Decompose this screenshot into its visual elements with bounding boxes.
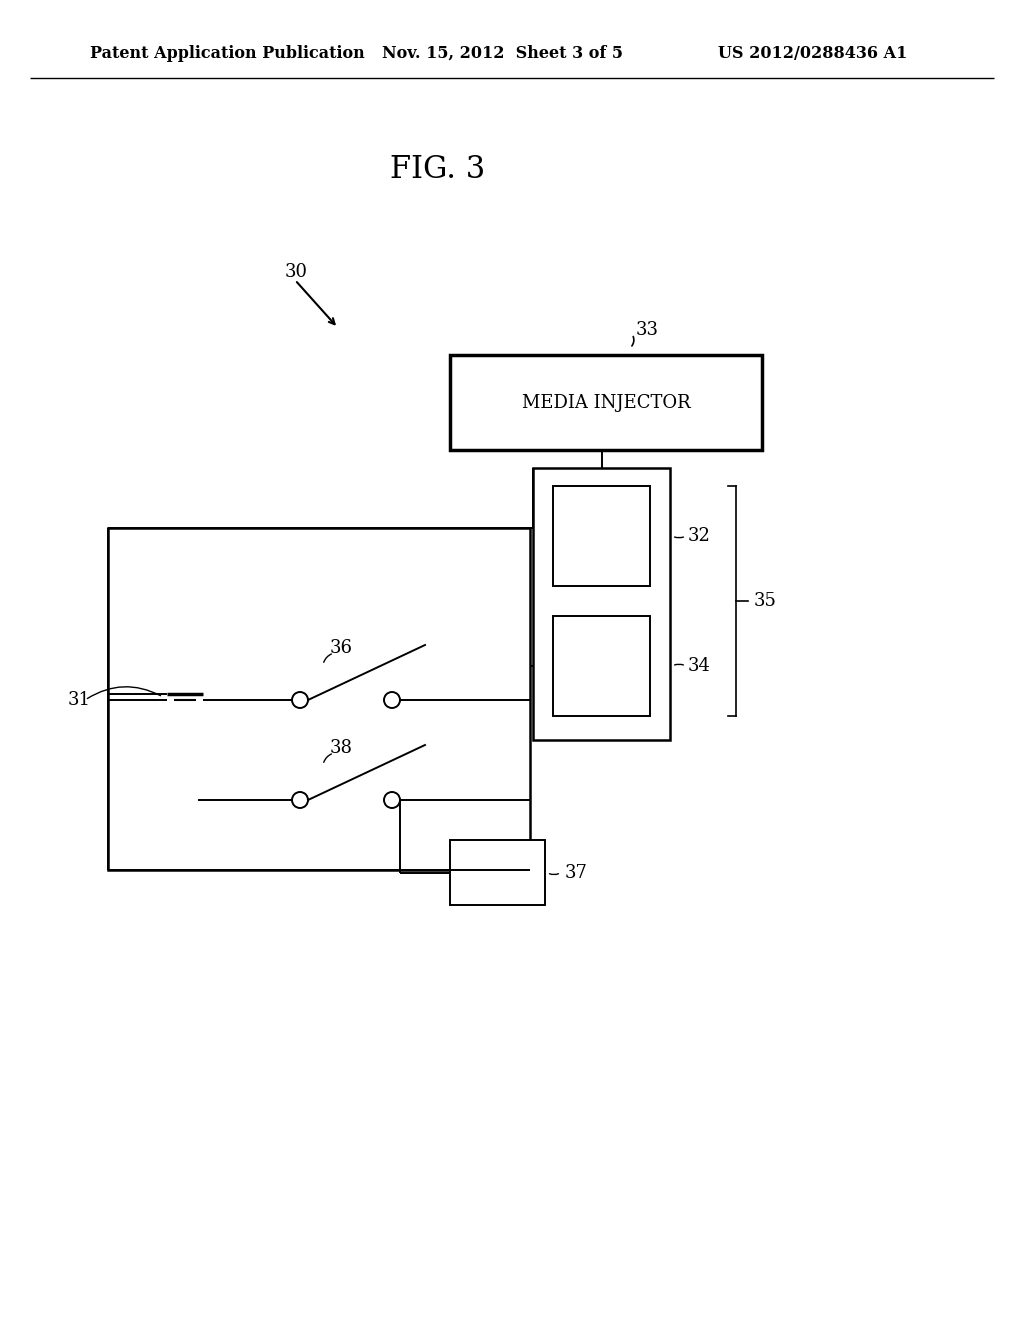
- Text: FIG. 3: FIG. 3: [390, 154, 485, 186]
- Text: Patent Application Publication: Patent Application Publication: [90, 45, 365, 62]
- Text: 38: 38: [330, 739, 353, 756]
- Bar: [450, 355, 762, 450]
- Bar: [108, 528, 530, 870]
- Bar: [553, 486, 650, 586]
- Text: 33: 33: [636, 321, 659, 339]
- Text: 34: 34: [688, 657, 711, 675]
- Text: 36: 36: [330, 639, 353, 657]
- Text: 31: 31: [68, 690, 91, 709]
- Bar: [553, 616, 650, 715]
- Text: 32: 32: [688, 527, 711, 545]
- Text: Nov. 15, 2012  Sheet 3 of 5: Nov. 15, 2012 Sheet 3 of 5: [382, 45, 623, 62]
- Text: 37: 37: [565, 863, 588, 882]
- Text: MEDIA INJECTOR: MEDIA INJECTOR: [521, 393, 690, 412]
- Text: US 2012/0288436 A1: US 2012/0288436 A1: [718, 45, 907, 62]
- Text: 35: 35: [754, 591, 777, 610]
- Text: 30: 30: [285, 263, 308, 281]
- Bar: [450, 840, 545, 906]
- Bar: [534, 469, 670, 741]
